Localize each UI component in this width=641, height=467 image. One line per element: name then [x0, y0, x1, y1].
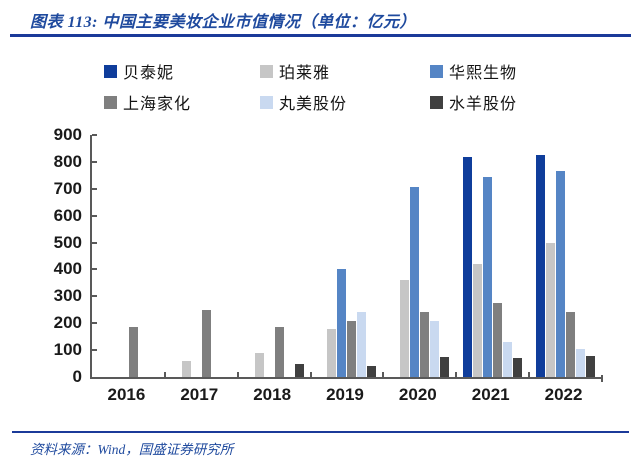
bar-group-2019	[311, 135, 384, 377]
y-axis-label: 700	[53, 178, 82, 198]
legend-label: 丸美股份	[279, 96, 348, 113]
y-axis-label: 0	[72, 367, 82, 386]
x-axis-tick	[163, 372, 166, 377]
x-axis-label: 2022	[544, 385, 583, 404]
bar	[586, 355, 596, 377]
y-axis-label: 100	[53, 340, 82, 360]
legend-item: 珀莱雅	[260, 59, 430, 83]
x-axis-label: 2017	[180, 385, 219, 404]
x-axis-end-tick	[601, 375, 603, 382]
y-axis-tick	[92, 134, 97, 136]
footer-divider-line	[12, 431, 629, 433]
legend-label: 珀莱雅	[279, 65, 331, 82]
y-axis-label: 800	[53, 151, 82, 171]
x-axis-label: 2019	[326, 385, 364, 404]
bar	[546, 242, 556, 377]
bar	[483, 176, 493, 377]
bar	[440, 356, 450, 377]
bar-group-2016	[92, 135, 165, 377]
y-axis-tick	[92, 241, 97, 244]
bar	[576, 348, 586, 377]
bar	[556, 171, 566, 377]
legend-item: 水羊股份	[430, 90, 517, 114]
legend-label: 贝泰妮	[123, 65, 175, 82]
plot-area	[90, 134, 603, 382]
y-axis-tick	[92, 214, 97, 217]
bar	[347, 320, 357, 377]
x-axis-tick	[528, 372, 531, 377]
bar	[254, 352, 264, 377]
bar	[420, 312, 430, 377]
x-axis-tick	[309, 372, 312, 377]
x-axis-tick	[455, 372, 458, 377]
legend-swatch	[430, 95, 443, 109]
y-axis-tick	[92, 295, 97, 298]
source-note: 资料来源：Wind，国盛证券研究所	[30, 442, 234, 457]
figure-title: 图表 113: 中国主要美妆企业市值情况（单位：亿元）	[30, 14, 416, 31]
bar	[513, 358, 523, 377]
bar	[181, 360, 191, 377]
legend-item: 华熙生物	[430, 59, 517, 83]
legend-swatch	[260, 64, 273, 78]
bar	[201, 309, 211, 377]
bar	[367, 366, 377, 377]
bar	[430, 320, 440, 377]
bar	[410, 187, 420, 377]
x-axis-label: 2018	[253, 385, 292, 404]
bar	[294, 363, 304, 377]
legend-item: 贝泰妮	[104, 59, 260, 83]
y-axis-tick	[92, 349, 97, 352]
legend-swatch	[104, 95, 117, 109]
bar-group-2020	[383, 135, 456, 377]
title-divider-line	[10, 34, 631, 37]
bar	[274, 327, 284, 377]
chart-legend: 贝泰妮 珀莱雅 华熙生物上海家化 丸美股份 水羊股份	[104, 59, 517, 114]
bar	[536, 155, 546, 377]
y-axis-label: 500	[53, 232, 82, 252]
y-axis-tick	[92, 322, 97, 325]
legend-label: 华熙生物	[449, 65, 518, 82]
x-axis-tick	[236, 372, 239, 377]
y-axis-tick	[92, 160, 97, 163]
bar	[463, 156, 473, 377]
bar	[503, 342, 513, 377]
y-axis-tick	[92, 187, 97, 190]
bar-group-2021	[456, 135, 529, 377]
bar-group-2022	[529, 135, 602, 377]
x-axis-label: 2021	[471, 385, 510, 404]
y-axis-label: 900	[53, 125, 82, 144]
y-axis-label: 400	[53, 259, 82, 279]
legend-label: 上海家化	[123, 96, 192, 113]
bar	[566, 312, 576, 377]
bar	[128, 327, 138, 377]
y-axis-label: 600	[53, 205, 82, 225]
legend-swatch	[430, 64, 443, 78]
x-axis-tick	[382, 372, 385, 377]
x-axis-label: 2020	[398, 385, 437, 404]
y-axis-tick	[92, 268, 97, 271]
bar	[327, 328, 337, 377]
bar	[357, 312, 367, 377]
legend-item: 丸美股份	[260, 90, 430, 114]
bar	[400, 280, 410, 377]
legend-swatch	[104, 64, 117, 78]
y-axis-label: 300	[53, 286, 82, 306]
legend-item: 上海家化	[104, 90, 260, 114]
bar	[337, 269, 347, 377]
legend-swatch	[260, 95, 273, 109]
y-axis-label: 200	[53, 313, 82, 333]
legend-label: 水羊股份	[449, 96, 518, 113]
x-axis-label: 2016	[107, 385, 146, 404]
bar-group-2018	[238, 135, 311, 377]
bar	[493, 303, 503, 377]
bar	[473, 264, 483, 377]
bar-group-2017	[165, 135, 238, 377]
